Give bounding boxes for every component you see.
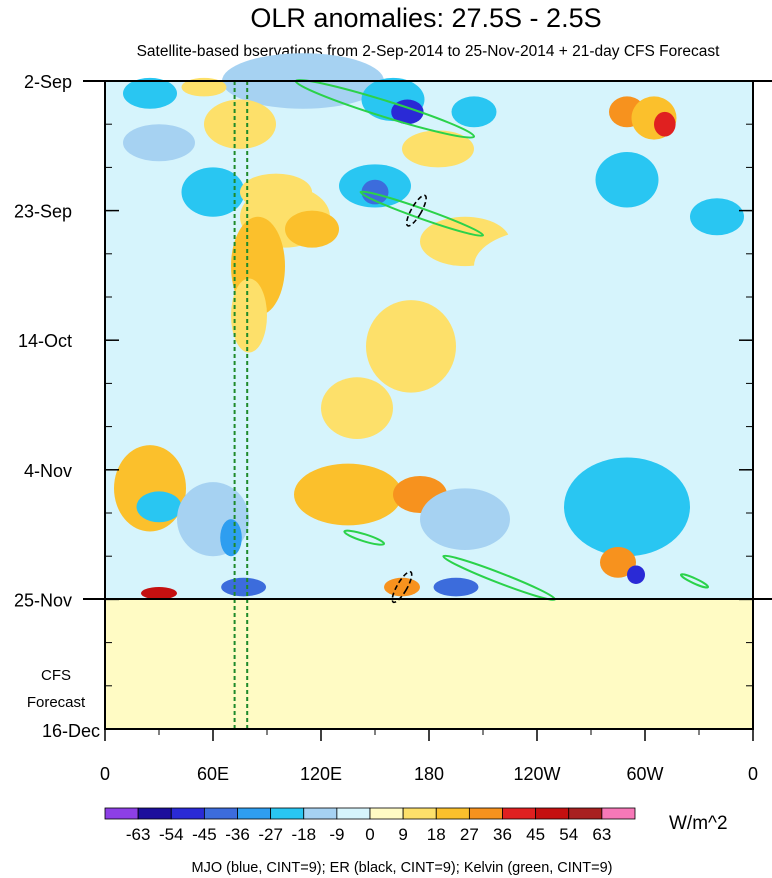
x-tick-label: 120W xyxy=(513,764,560,784)
anomaly-cell xyxy=(627,565,645,584)
colorbar-label: -63 xyxy=(126,825,151,844)
colorbar-swatch xyxy=(502,807,537,820)
colorbar-label: -18 xyxy=(291,825,316,844)
forecast-label-line-1: CFS xyxy=(41,667,71,684)
er-contours xyxy=(391,194,427,604)
anomaly-cell xyxy=(402,130,474,168)
x-axis: 0 60E 120E 180 120W 60W 0 xyxy=(100,729,758,784)
colorbar-swatch xyxy=(237,807,272,820)
colorbar-swatch xyxy=(203,807,238,820)
anomaly-cell xyxy=(366,300,456,393)
y-axis: 2-Sep 23-Sep 14-Oct 4-Nov 25-Nov 16-Dec xyxy=(14,72,753,741)
kelvin-contour xyxy=(679,573,710,589)
anomaly-cell xyxy=(204,99,276,149)
colorbar-label: 45 xyxy=(526,825,545,844)
colorbar-label: -54 xyxy=(159,825,184,844)
x-tick-label: 60W xyxy=(626,764,663,784)
colorbar-label: -36 xyxy=(225,825,250,844)
anomaly-cell xyxy=(181,167,245,217)
anomaly-cell xyxy=(384,577,420,597)
y-tick-label: 2-Sep xyxy=(24,72,72,92)
anomaly-cell xyxy=(600,546,636,578)
colorbar: -63 -54 -45 -36 -27 -18 -9 0 9 18 27 36 45 54 63 xyxy=(104,807,636,844)
anomaly-cell xyxy=(231,278,267,353)
colorbar-label: 9 xyxy=(398,825,407,844)
anomaly-cell xyxy=(123,77,177,109)
colorbar-label: -27 xyxy=(258,825,283,844)
colorbar-swatch xyxy=(568,807,603,820)
colorbar-swatch xyxy=(535,807,570,820)
x-tick-label: 180 xyxy=(414,764,444,784)
anomaly-cell xyxy=(285,210,339,248)
anomaly-cell xyxy=(221,577,267,597)
x-tick-label: 120E xyxy=(300,764,342,784)
anomaly-cell xyxy=(595,151,659,208)
colorbar-label: -45 xyxy=(192,825,217,844)
anomaly-cell xyxy=(420,488,510,551)
colorbar-swatch xyxy=(336,807,371,820)
anomaly-cell xyxy=(181,77,227,97)
colorbar-swatch xyxy=(468,807,503,820)
forecast-label-line-2: Forecast xyxy=(27,694,86,711)
colorbar-swatch xyxy=(137,807,172,820)
anomaly-cell xyxy=(294,463,402,526)
plot-area xyxy=(83,53,772,730)
colorbar-label: 0 xyxy=(365,825,374,844)
footnote: MJO (blue, CINT=9); ER (black, CINT=9); … xyxy=(191,860,612,876)
forecast-label: CFS Forecast xyxy=(27,667,86,711)
anomaly-cell xyxy=(654,111,676,137)
colorbar-swatch xyxy=(435,807,470,820)
forecast-region xyxy=(105,599,753,729)
anomaly-cell xyxy=(321,377,393,439)
colorbar-label: 18 xyxy=(427,825,446,844)
colorbar-swatch xyxy=(170,807,205,820)
colorbar-swatch xyxy=(104,807,139,820)
anomaly-cell xyxy=(136,491,182,523)
anomaly-field xyxy=(114,53,744,600)
anomaly-cell xyxy=(433,577,479,597)
er-contour xyxy=(391,570,413,604)
anomaly-cell xyxy=(123,124,195,162)
x-tick-label: 60E xyxy=(197,764,229,784)
chart-subtitle: Satellite-based bservations from 2-Sep-2… xyxy=(137,43,721,60)
anomaly-cell xyxy=(220,519,242,557)
colorbar-label: 54 xyxy=(559,825,578,844)
colorbar-swatch xyxy=(601,807,636,820)
er-contour xyxy=(405,194,427,227)
colorbar-label: 27 xyxy=(460,825,479,844)
colorbar-swatch xyxy=(369,807,404,820)
colorbar-swatch xyxy=(270,807,305,820)
y-tick-label: 23-Sep xyxy=(14,202,72,222)
x-tick-label: 0 xyxy=(100,764,110,784)
y-tick-label: 14-Oct xyxy=(18,331,72,351)
chart-title: OLR anomalies: 27.5S - 2.5S xyxy=(250,3,601,33)
kelvin-contour xyxy=(359,190,485,237)
colorbar-swatch xyxy=(402,807,437,820)
y-tick-label: 4-Nov xyxy=(24,461,72,481)
colorbar-unit: W/m^2 xyxy=(669,813,728,834)
kelvin-contour xyxy=(343,529,386,546)
anomaly-cell xyxy=(690,198,744,236)
anomaly-cell xyxy=(141,587,177,600)
y-tick-label: 25-Nov xyxy=(14,590,72,610)
anomaly-cell xyxy=(474,229,618,304)
anomaly-cell xyxy=(451,96,497,128)
colorbar-label: 63 xyxy=(592,825,611,844)
x-tick-label: 0 xyxy=(748,764,758,784)
colorbar-swatch xyxy=(303,807,338,820)
colorbar-label: 36 xyxy=(493,825,512,844)
colorbar-label: -9 xyxy=(329,825,344,844)
y-tick-label: 16-Dec xyxy=(42,721,100,741)
mjo-lines xyxy=(233,81,249,729)
anomaly-cell xyxy=(564,457,690,557)
